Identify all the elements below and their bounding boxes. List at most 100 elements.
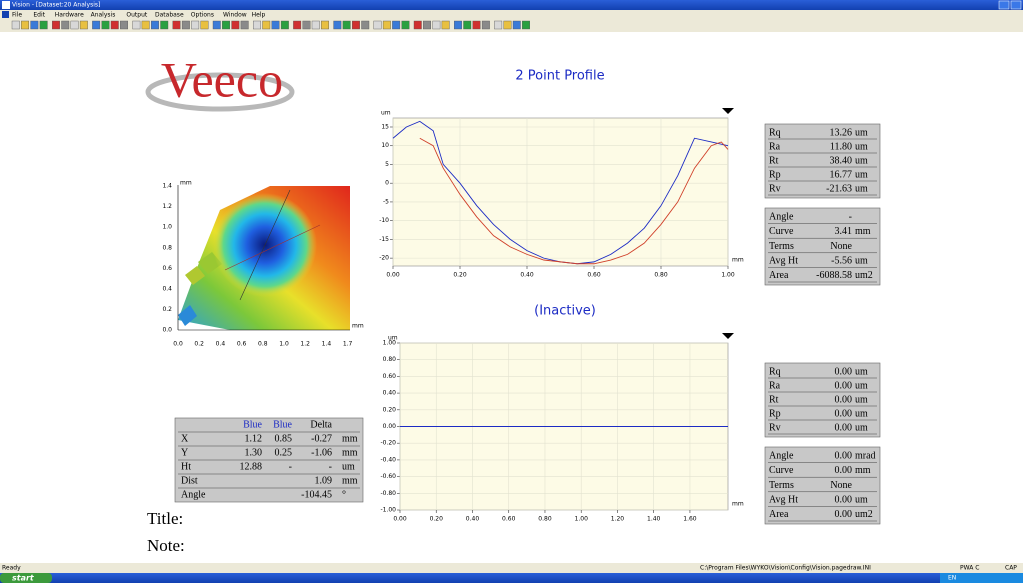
toolbar-button[interactable]: [222, 21, 230, 29]
toolbar-button[interactable]: [133, 21, 141, 29]
toolbar-button[interactable]: [442, 21, 450, 29]
stat-label: Area: [769, 270, 789, 281]
menu-item[interactable]: Edit: [33, 12, 45, 19]
toolbar-button[interactable]: [334, 21, 342, 29]
toolbar-button[interactable]: [402, 21, 410, 29]
stat-value: 0.00: [835, 366, 853, 377]
toolbar-button[interactable]: [513, 21, 521, 29]
toolbar-button[interactable]: [31, 21, 38, 29]
measurement-value: 1.09: [315, 475, 333, 486]
y-tick-label: 0.60: [383, 373, 397, 380]
menu-item[interactable]: Help: [252, 12, 266, 19]
toolbar-button[interactable]: [151, 21, 159, 29]
stat-value: 3.41: [835, 226, 853, 237]
toolbar-button[interactable]: [494, 21, 502, 29]
y-unit: um: [381, 110, 391, 117]
x-tick-label: 0.20: [453, 272, 467, 279]
measurement-unit: mm: [342, 447, 358, 458]
measurement-unit: mm: [342, 433, 358, 444]
toolbar-button[interactable]: [423, 21, 431, 29]
toolbar-button[interactable]: [263, 21, 271, 29]
minimize-button[interactable]: [999, 1, 1009, 9]
toolbar-button[interactable]: [504, 21, 512, 29]
title-bar: [0, 0, 1023, 10]
menu-item[interactable]: Hardware: [55, 12, 84, 19]
note-field: Title:: [147, 509, 183, 528]
map-y-tick-label: 1.0: [162, 224, 172, 231]
menu-item[interactable]: Database: [155, 12, 184, 19]
toolbar-button[interactable]: [464, 21, 472, 29]
restore-button[interactable]: [1011, 1, 1021, 9]
stat-unit: um2: [855, 270, 873, 281]
toolbar-button[interactable]: [142, 21, 150, 29]
map-x-tick-label: 1.2: [300, 341, 310, 348]
toolbar-button[interactable]: [111, 21, 119, 29]
toolbar-button[interactable]: [352, 21, 360, 29]
y-tick-label: -0.80: [380, 490, 396, 497]
x-tick-label: 1.60: [683, 516, 697, 523]
y-tick-label: 0.40: [383, 390, 397, 397]
toolbar-button[interactable]: [522, 21, 530, 29]
toolbar-button[interactable]: [173, 21, 181, 29]
measurement-unit: um: [342, 461, 355, 472]
toolbar-button[interactable]: [52, 21, 60, 29]
toolbar-button[interactable]: [414, 21, 422, 29]
x-tick-label: 1.00: [575, 516, 589, 523]
toolbar-button[interactable]: [201, 21, 209, 29]
toolbar-button[interactable]: [21, 21, 29, 29]
note-field: Note:: [147, 536, 185, 555]
toolbar-button[interactable]: [392, 21, 400, 29]
toolbar-button[interactable]: [383, 21, 391, 29]
toolbar-button[interactable]: [241, 21, 249, 29]
toolbar-button[interactable]: [62, 21, 70, 29]
toolbar-button[interactable]: [343, 21, 351, 29]
toolbar-button[interactable]: [374, 21, 382, 29]
toolbar-button[interactable]: [71, 21, 79, 29]
y-tick-label: -5: [383, 198, 389, 205]
stat-value: 0.00: [835, 394, 853, 405]
stat-value: -: [849, 212, 852, 223]
toolbar-button[interactable]: [293, 21, 301, 29]
toolbar-button[interactable]: [312, 21, 320, 29]
stat-label: Angle: [769, 451, 794, 462]
page: Vision - [Dataset:20 Analysis] FileEditH…: [0, 0, 1023, 583]
x-tick-label: 0.80: [538, 516, 552, 523]
toolbar-button[interactable]: [433, 21, 441, 29]
toolbar-button[interactable]: [12, 21, 20, 29]
menu-item[interactable]: Window: [223, 12, 247, 19]
toolbar-button[interactable]: [454, 21, 462, 29]
toolbar-button[interactable]: [321, 21, 329, 29]
menu-item[interactable]: Options: [191, 12, 214, 19]
map-y-tick-label: 0.6: [162, 265, 172, 272]
toolbar-button[interactable]: [182, 21, 190, 29]
toolbar-button[interactable]: [80, 21, 88, 29]
menu-item[interactable]: Output: [126, 12, 147, 19]
toolbar-button[interactable]: [281, 21, 289, 29]
toolbar-button[interactable]: [102, 21, 110, 29]
stat-unit: mm: [855, 465, 871, 476]
toolbar-button[interactable]: [482, 21, 490, 29]
toolbar-button[interactable]: [473, 21, 481, 29]
toolbar-button[interactable]: [40, 21, 48, 29]
stat-label: Rq: [769, 366, 781, 377]
toolbar-button[interactable]: [362, 21, 370, 29]
measurement-header: Blue: [243, 419, 262, 430]
toolbar-button[interactable]: [253, 21, 261, 29]
toolbar-button[interactable]: [92, 21, 100, 29]
menu-item[interactable]: File: [12, 12, 22, 19]
toolbar-button[interactable]: [213, 21, 221, 29]
y-tick-label: -20: [379, 255, 389, 262]
measurement-label: X: [181, 433, 189, 444]
cursor-marker: [722, 108, 734, 114]
toolbar-button[interactable]: [232, 21, 240, 29]
y-tick-label: 0.80: [383, 356, 397, 363]
toolbar-button[interactable]: [191, 21, 199, 29]
stat-unit: um: [855, 408, 868, 419]
measurement-value: 0.85: [275, 433, 293, 444]
toolbar-button[interactable]: [161, 21, 169, 29]
toolbar-button[interactable]: [272, 21, 280, 29]
map-y-tick-label: 0.8: [162, 244, 172, 251]
toolbar-button[interactable]: [303, 21, 311, 29]
menu-item[interactable]: Analysis: [91, 12, 116, 19]
toolbar-button[interactable]: [120, 21, 128, 29]
